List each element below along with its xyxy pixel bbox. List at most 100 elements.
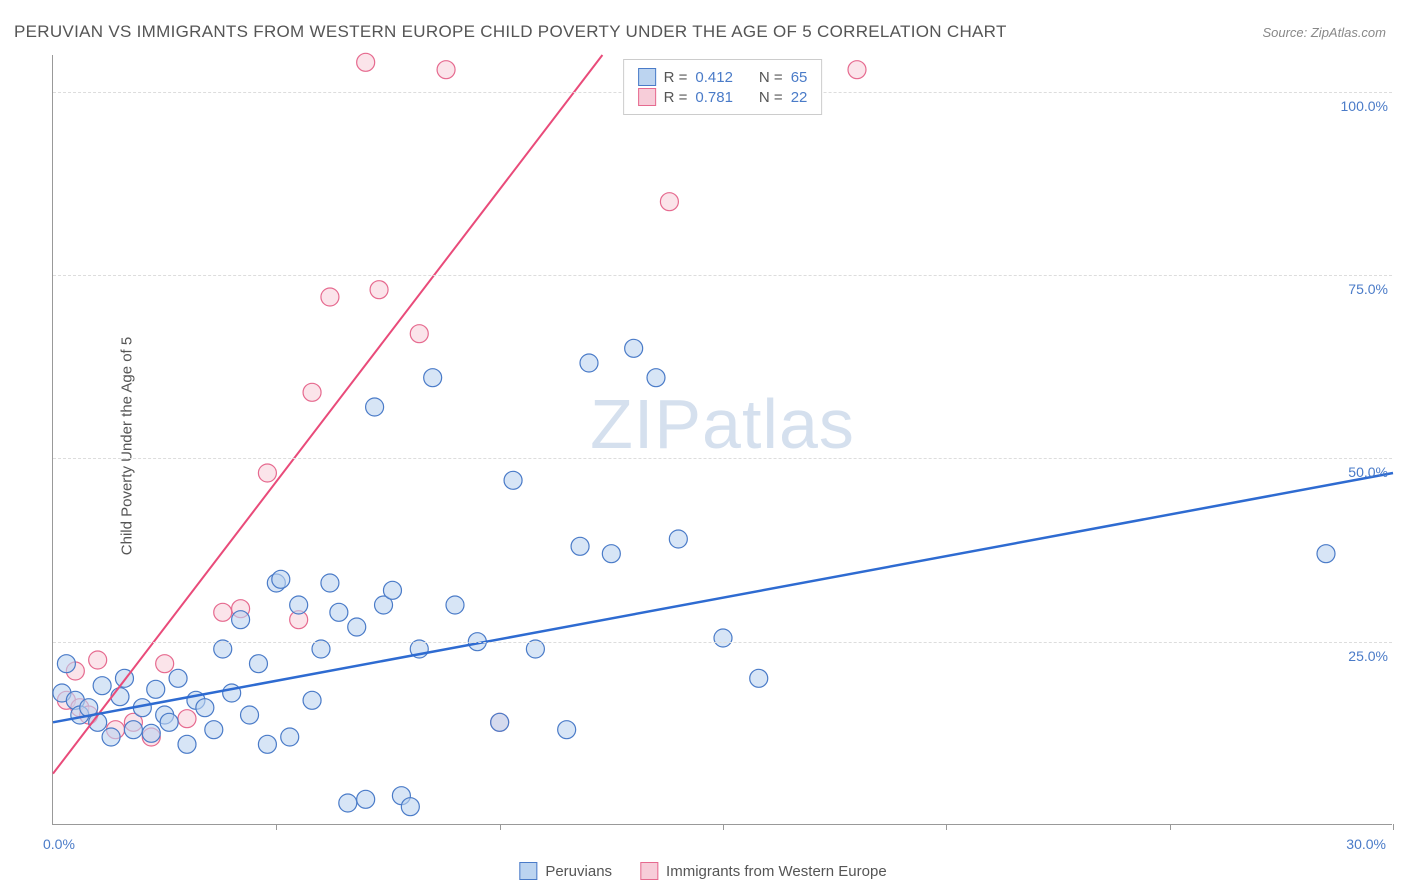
scatter-point <box>281 728 299 746</box>
scatter-point <box>357 53 375 71</box>
r-value-series1: 0.412 <box>695 69 733 86</box>
y-tick-label: 75.0% <box>1348 281 1394 297</box>
scatter-point <box>714 629 732 647</box>
scatter-point <box>424 369 442 387</box>
r-value-series2: 0.781 <box>695 89 733 106</box>
x-axis-start-label: 0.0% <box>43 836 75 852</box>
scatter-point <box>660 193 678 211</box>
n-value-series2: 22 <box>791 89 808 106</box>
scatter-point <box>330 603 348 621</box>
scatter-point <box>142 724 160 742</box>
scatter-point <box>491 713 509 731</box>
scatter-point <box>232 611 250 629</box>
scatter-point <box>339 794 357 812</box>
scatter-point <box>625 339 643 357</box>
scatter-point <box>357 790 375 808</box>
scatter-point <box>124 721 142 739</box>
legend-item-series2: Immigrants from Western Europe <box>640 862 887 880</box>
gridline-h <box>53 458 1392 459</box>
scatter-svg <box>53 55 1392 824</box>
y-tick-label: 50.0% <box>1348 464 1394 480</box>
r-label: R = <box>664 89 688 106</box>
legend-swatch-series2 <box>640 862 658 880</box>
scatter-point <box>205 721 223 739</box>
y-tick-label: 100.0% <box>1341 98 1394 114</box>
n-label: N = <box>759 89 783 106</box>
scatter-point <box>156 655 174 673</box>
scatter-point <box>160 713 178 731</box>
scatter-point <box>647 369 665 387</box>
stats-row-series2: R = 0.781 N = 22 <box>638 88 808 106</box>
n-value-series1: 65 <box>791 69 808 86</box>
scatter-point <box>446 596 464 614</box>
scatter-point <box>848 61 866 79</box>
chart-title: PERUVIAN VS IMMIGRANTS FROM WESTERN EURO… <box>14 22 1007 42</box>
gridline-h <box>53 275 1392 276</box>
scatter-point <box>258 735 276 753</box>
scatter-point <box>196 699 214 717</box>
scatter-point <box>258 464 276 482</box>
scatter-point <box>312 640 330 658</box>
scatter-point <box>580 354 598 372</box>
scatter-point <box>147 680 165 698</box>
source-site: ZipAtlas.com <box>1311 25 1386 40</box>
scatter-point <box>214 640 232 658</box>
bottom-legend: Peruvians Immigrants from Western Europe <box>519 862 886 880</box>
stats-legend: R = 0.412 N = 65 R = 0.781 N = 22 <box>623 59 823 115</box>
scatter-point <box>303 383 321 401</box>
legend-item-series1: Peruvians <box>519 862 612 880</box>
y-tick-label: 25.0% <box>1348 648 1394 664</box>
x-tick <box>723 824 724 830</box>
x-tick <box>1393 824 1394 830</box>
scatter-point <box>178 710 196 728</box>
scatter-point <box>321 574 339 592</box>
x-tick <box>276 824 277 830</box>
x-tick <box>500 824 501 830</box>
n-label: N = <box>759 69 783 86</box>
scatter-point <box>602 545 620 563</box>
scatter-point <box>383 581 401 599</box>
stats-row-series1: R = 0.412 N = 65 <box>638 68 808 86</box>
scatter-point <box>178 735 196 753</box>
legend-label-series1: Peruvians <box>545 863 612 880</box>
source-attribution: Source: ZipAtlas.com <box>1262 25 1386 40</box>
scatter-point <box>437 61 455 79</box>
scatter-point <box>89 651 107 669</box>
scatter-point <box>303 691 321 709</box>
scatter-point <box>249 655 267 673</box>
x-tick <box>946 824 947 830</box>
legend-swatch-series1 <box>519 862 537 880</box>
trend-line <box>53 55 602 774</box>
scatter-point <box>272 570 290 588</box>
scatter-point <box>290 596 308 614</box>
scatter-point <box>93 677 111 695</box>
plot-area: ZIPatlas 0.0% 30.0% R = 0.412 N = 65 R =… <box>52 55 1392 825</box>
scatter-point <box>111 688 129 706</box>
scatter-point <box>558 721 576 739</box>
scatter-point <box>366 398 384 416</box>
scatter-point <box>669 530 687 548</box>
scatter-point <box>348 618 366 636</box>
legend-label-series2: Immigrants from Western Europe <box>666 863 887 880</box>
scatter-point <box>241 706 259 724</box>
scatter-point <box>571 537 589 555</box>
swatch-series2 <box>638 88 656 106</box>
scatter-point <box>102 728 120 746</box>
scatter-point <box>401 798 419 816</box>
scatter-point <box>214 603 232 621</box>
x-tick <box>1170 824 1171 830</box>
swatch-series1 <box>638 68 656 86</box>
scatter-point <box>750 669 768 687</box>
scatter-point <box>504 471 522 489</box>
scatter-point <box>57 655 75 673</box>
gridline-h <box>53 642 1392 643</box>
scatter-point <box>169 669 187 687</box>
scatter-point <box>1317 545 1335 563</box>
r-label: R = <box>664 69 688 86</box>
scatter-point <box>370 281 388 299</box>
x-axis-end-label: 30.0% <box>1346 836 1386 852</box>
source-label: Source: <box>1262 25 1310 40</box>
scatter-point <box>321 288 339 306</box>
scatter-point <box>526 640 544 658</box>
scatter-point <box>410 325 428 343</box>
